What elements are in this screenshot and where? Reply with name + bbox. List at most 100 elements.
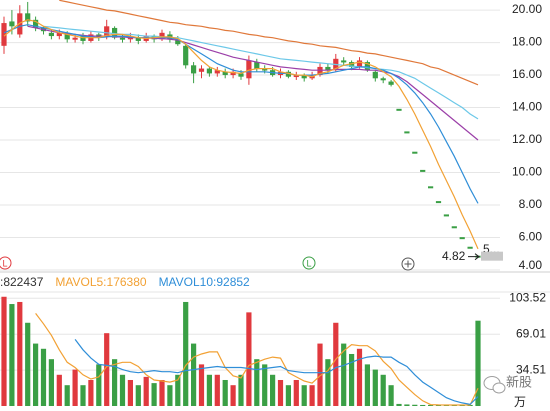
candle-body [238,73,244,77]
volume-bar [222,379,228,406]
volume-bar [428,404,434,406]
candle-body [72,37,78,40]
candle-body [443,214,449,217]
candle-body [80,36,86,41]
volume-bar [396,403,402,406]
marker-label: L [306,258,311,268]
y-tick-label: 69.01 [516,326,546,340]
candle-body [372,71,378,79]
candle-body [183,45,189,66]
volume-bar [183,301,189,406]
candle-body [341,60,347,63]
volume-bar [404,404,410,406]
volume-bar [112,359,118,406]
y-tick-label: 10.00 [512,165,542,179]
volume-bar [135,385,141,406]
candle-body [25,13,31,22]
moving-average-line [27,25,479,141]
y-tick-label: 4.00 [519,258,543,272]
volume-bar [214,374,220,406]
candle-body [112,27,118,38]
unit-label: 万 [514,395,526,409]
candle-body [349,62,355,67]
y-tick-label: 18.00 [512,35,542,49]
volume-bar [96,364,102,406]
candle-body [175,39,181,45]
marker-label: L [2,258,7,268]
moving-average-line [3,24,479,204]
candle-body [293,75,299,78]
watermark-icon [492,382,506,394]
volume-bar [159,379,165,406]
candle-body [262,68,268,71]
candle-body [1,23,7,46]
last-price-label: 4.82 [442,249,466,263]
candle-body [206,68,212,74]
candle-body [254,62,260,69]
volume-bar [167,385,173,406]
volume-bar [64,385,70,406]
volume-bar [88,379,94,406]
volume-bar [191,343,197,406]
add-marker-icon [404,260,412,268]
volume-bar [349,353,355,406]
candle-body [356,60,363,67]
candle-body [412,151,418,154]
volume-bar [254,359,260,406]
volume-bar [364,364,370,406]
candle-body [230,71,236,76]
volume-bar [40,348,47,406]
volume-bar [270,374,276,406]
candle-body [404,131,410,134]
volume-bar [230,385,236,406]
volume-bar [420,404,426,406]
candle-body [388,81,394,85]
volume-bar [388,385,394,406]
y-tick-label: 6.00 [519,230,543,244]
candle-body [198,68,205,72]
last-price-arrow [468,253,480,261]
volume-bar [309,385,315,406]
candle-body [222,71,228,76]
candle-body [396,108,402,111]
volume-bar [333,322,339,406]
candle-body [214,70,220,74]
moving-average-line [74,339,479,406]
volume-bar [104,333,110,406]
volume-bar [80,385,86,406]
last-price-box [481,251,503,261]
y-tick-label: 12.00 [512,132,542,146]
candle-body [451,226,457,229]
y-tick-label: 20.00 [512,2,542,16]
candle-body [301,75,307,79]
candle-body [119,37,126,40]
candle-body [56,32,62,37]
volume-bar [33,343,39,406]
volume-bar [48,359,54,406]
candle-body [317,66,323,76]
marker-circle [0,256,12,270]
volume-bar [127,379,133,406]
volume-bar [356,348,363,406]
candle-body [246,60,252,79]
volume-bar [380,374,386,406]
candle-body [325,66,331,71]
volume-bar [151,383,157,406]
volume-bar [412,404,418,406]
volume-bar [341,343,347,406]
candle-body [33,19,39,28]
y-tick-label: 16.00 [512,67,542,81]
candle-body [135,37,141,41]
volume-bar [198,364,205,406]
marker-circle [302,256,316,270]
volume-bar [119,374,126,406]
volume-bar [143,376,149,406]
volume-bar [293,379,299,406]
y-tick-label: 14.00 [512,100,542,114]
moving-average-line [3,19,479,250]
volume-bar [72,369,78,406]
volume-legend: :822437 [0,275,44,289]
candle-body [428,186,434,189]
y-tick-label: 8.00 [519,197,543,211]
